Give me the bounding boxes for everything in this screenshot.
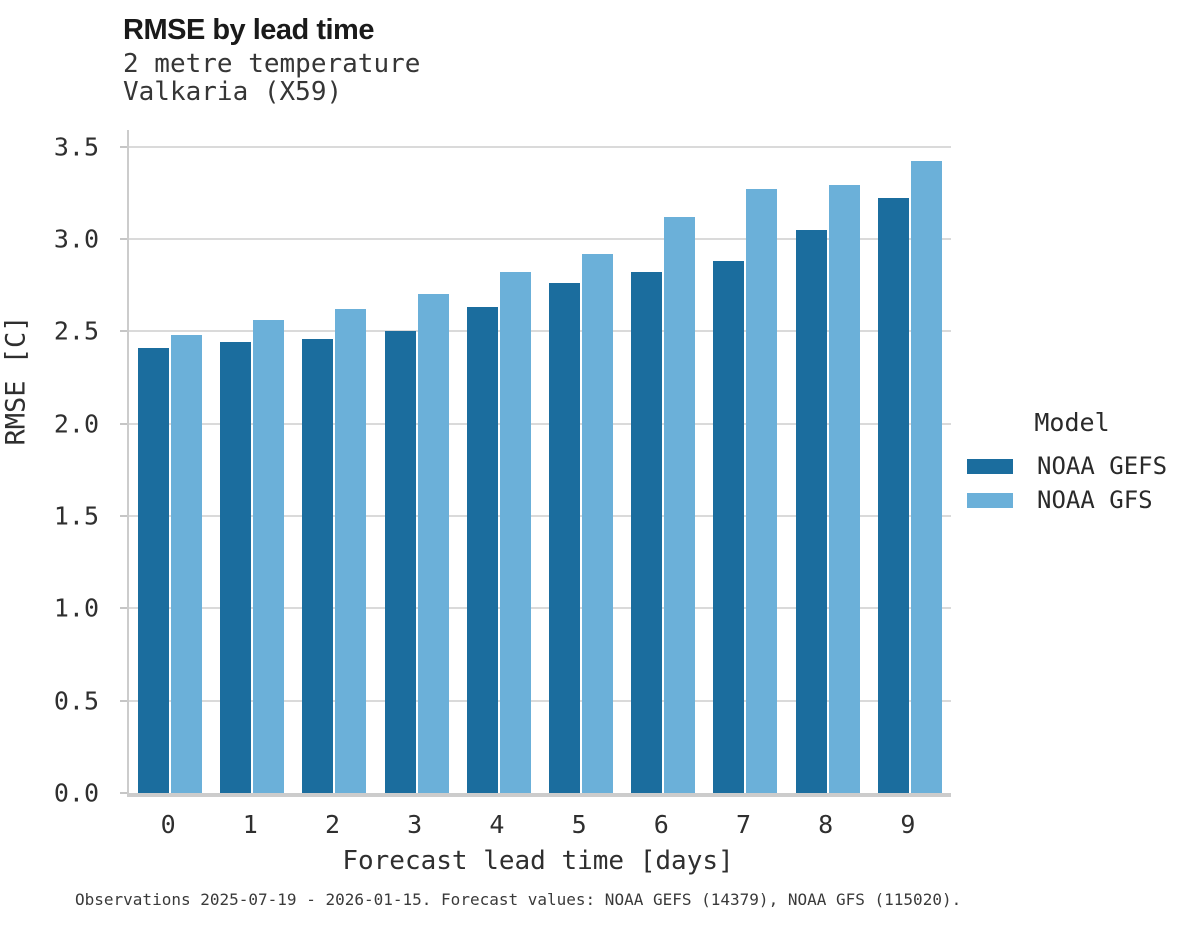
bar-noaa-gefs-lead-1[interactable] [220, 342, 252, 793]
x-tick-label-8: 8 [818, 810, 834, 839]
footer-caption: Observations 2025-07-19 - 2026-01-15. Fo… [75, 890, 962, 909]
chart-title: RMSE by lead time [123, 14, 374, 46]
x-axis-label: Forecast lead time [days] [342, 846, 734, 876]
bar-noaa-gfs-lead-1[interactable] [253, 320, 285, 793]
bar-group-lead-3 [376, 130, 458, 793]
bar-noaa-gefs-lead-4[interactable] [466, 307, 498, 793]
legend-item-noaa-gefs[interactable]: NOAA GEFS [967, 449, 1177, 483]
bars-layer [129, 130, 951, 793]
gridline-y-2.0 [129, 422, 951, 425]
x-tick-label-2: 2 [324, 810, 341, 839]
y-tick-label-2.5: 2.5 [53, 316, 99, 346]
x-tick-label-3: 3 [407, 810, 423, 839]
x-tick-label-9: 9 [900, 810, 916, 839]
bar-noaa-gfs-lead-9[interactable] [910, 161, 942, 793]
gridline-y-1.5 [129, 514, 951, 517]
bar-group-lead-9 [869, 130, 951, 793]
y-tickmark-1.0 [120, 607, 127, 610]
legend-label-noaa-gefs: NOAA GEFS [1037, 452, 1168, 480]
y-axis-label: RMSE [C] [0, 315, 32, 446]
bar-group-lead-4 [458, 130, 540, 793]
bar-noaa-gefs-lead-2[interactable] [302, 338, 334, 793]
bar-noaa-gefs-lead-9[interactable] [877, 198, 909, 793]
bar-noaa-gfs-lead-3[interactable] [417, 294, 449, 793]
x-tick-label-5: 5 [571, 810, 587, 839]
bar-noaa-gfs-lead-7[interactable] [746, 189, 778, 793]
gridline-y-2.5 [129, 330, 951, 333]
y-tick-label-0.5: 0.5 [53, 686, 99, 716]
y-tick-label-1.5: 1.5 [53, 501, 99, 531]
bar-group-lead-1 [211, 130, 293, 793]
bar-noaa-gfs-lead-2[interactable] [335, 309, 367, 793]
legend-label-noaa-gfs: NOAA GFS [1037, 486, 1153, 514]
y-tickmark-1.5 [120, 514, 127, 517]
legend-item-noaa-gfs[interactable]: NOAA GFS [967, 483, 1177, 517]
bar-noaa-gfs-lead-0[interactable] [171, 335, 203, 793]
bar-group-lead-6 [622, 130, 704, 793]
bar-noaa-gefs-lead-8[interactable] [795, 229, 827, 793]
y-tickmark-0.0 [120, 792, 127, 794]
x-tick-label-6: 6 [653, 810, 669, 839]
bar-group-lead-5 [540, 130, 622, 793]
bar-noaa-gfs-lead-6[interactable] [664, 216, 696, 793]
y-tickmark-3.0 [120, 237, 127, 240]
bar-noaa-gefs-lead-0[interactable] [138, 347, 170, 793]
y-tick-label-2.0: 2.0 [53, 409, 99, 439]
gridline-y-1.0 [129, 607, 951, 610]
legend-swatch-noaa-gefs [967, 458, 1013, 474]
y-tickmark-3.5 [120, 145, 127, 148]
y-tick-label-0.0: 0.0 [53, 778, 99, 808]
bar-noaa-gefs-lead-6[interactable] [631, 272, 663, 793]
x-tick-label-0: 0 [160, 810, 176, 839]
bar-noaa-gfs-lead-4[interactable] [499, 272, 531, 793]
subtitle-station: Valkaria (X59) [123, 77, 343, 107]
bar-noaa-gefs-lead-5[interactable] [549, 283, 581, 793]
gridline-y-3.0 [129, 237, 951, 240]
bar-group-lead-2 [293, 130, 375, 793]
y-tick-label-3.5: 3.5 [53, 132, 99, 162]
bar-group-lead-7 [704, 130, 786, 793]
y-tickmark-2.0 [120, 422, 127, 425]
bar-noaa-gfs-lead-5[interactable] [582, 253, 614, 793]
bar-noaa-gefs-lead-7[interactable] [713, 261, 745, 793]
x-tick-label-1: 1 [242, 810, 258, 839]
y-tick-label-3.0: 3.0 [53, 224, 99, 254]
bar-group-lead-8 [787, 130, 869, 793]
subtitle-variable: 2 metre temperature [123, 49, 421, 79]
bar-noaa-gefs-lead-3[interactable] [384, 331, 416, 793]
x-tick-label-4: 4 [489, 810, 505, 839]
gridline-y-3.5 [129, 145, 951, 148]
bar-noaa-gfs-lead-8[interactable] [828, 185, 860, 793]
y-tick-label-1.0: 1.0 [53, 593, 99, 623]
legend-swatch-noaa-gfs [967, 492, 1013, 508]
y-tickmark-2.5 [120, 330, 127, 333]
y-tickmark-0.5 [120, 699, 127, 702]
plot-area: 0.0 0.5 1.0 1.5 2.0 2.5 3.0 3.5 [54, 130, 951, 808]
legend-title: Model [1034, 408, 1110, 437]
legend: Model NOAA GEFS NOAA GFS [967, 408, 1177, 517]
bar-group-lead-0 [129, 130, 211, 793]
chart-subtitle: 2 metre temperature Valkaria (X59) [123, 50, 420, 106]
x-tick-label-7: 7 [735, 810, 752, 839]
gridline-y-0.5 [129, 699, 951, 702]
